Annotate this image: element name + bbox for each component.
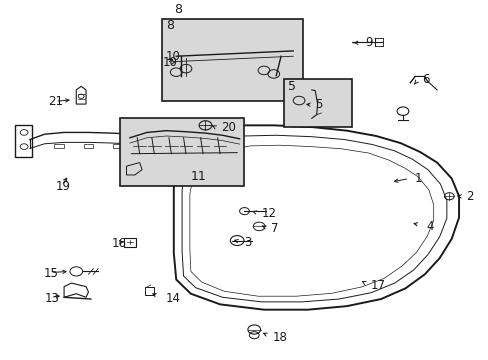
Text: 13: 13 bbox=[44, 292, 60, 305]
Text: 5: 5 bbox=[288, 80, 296, 93]
Text: 8: 8 bbox=[173, 3, 182, 16]
Bar bbox=[161, 19, 303, 100]
Text: 18: 18 bbox=[272, 331, 287, 344]
Bar bbox=[283, 79, 351, 127]
Text: 11: 11 bbox=[190, 170, 206, 183]
Text: 16: 16 bbox=[112, 237, 126, 249]
Text: 8: 8 bbox=[166, 19, 174, 32]
Bar bbox=[113, 144, 122, 148]
Text: 1: 1 bbox=[413, 172, 421, 185]
Text: 4: 4 bbox=[425, 220, 432, 233]
Text: 5: 5 bbox=[315, 98, 322, 111]
Text: 6: 6 bbox=[422, 73, 429, 86]
Text: 14: 14 bbox=[165, 292, 180, 305]
Text: 15: 15 bbox=[43, 267, 59, 280]
Text: 21: 21 bbox=[48, 95, 63, 108]
Bar bbox=[144, 287, 154, 295]
Text: 2: 2 bbox=[466, 190, 473, 203]
Text: 20: 20 bbox=[221, 121, 236, 134]
Text: 19: 19 bbox=[55, 180, 70, 193]
Bar bbox=[120, 118, 244, 186]
Text: 10: 10 bbox=[162, 56, 177, 69]
Bar bbox=[83, 144, 93, 148]
Text: 7: 7 bbox=[271, 222, 278, 235]
Text: 12: 12 bbox=[261, 207, 276, 220]
Text: 17: 17 bbox=[369, 279, 385, 292]
Text: 9: 9 bbox=[365, 36, 372, 49]
Bar bbox=[124, 238, 136, 247]
Bar bbox=[54, 144, 64, 148]
Text: 10: 10 bbox=[165, 50, 180, 63]
Text: 3: 3 bbox=[244, 236, 251, 249]
